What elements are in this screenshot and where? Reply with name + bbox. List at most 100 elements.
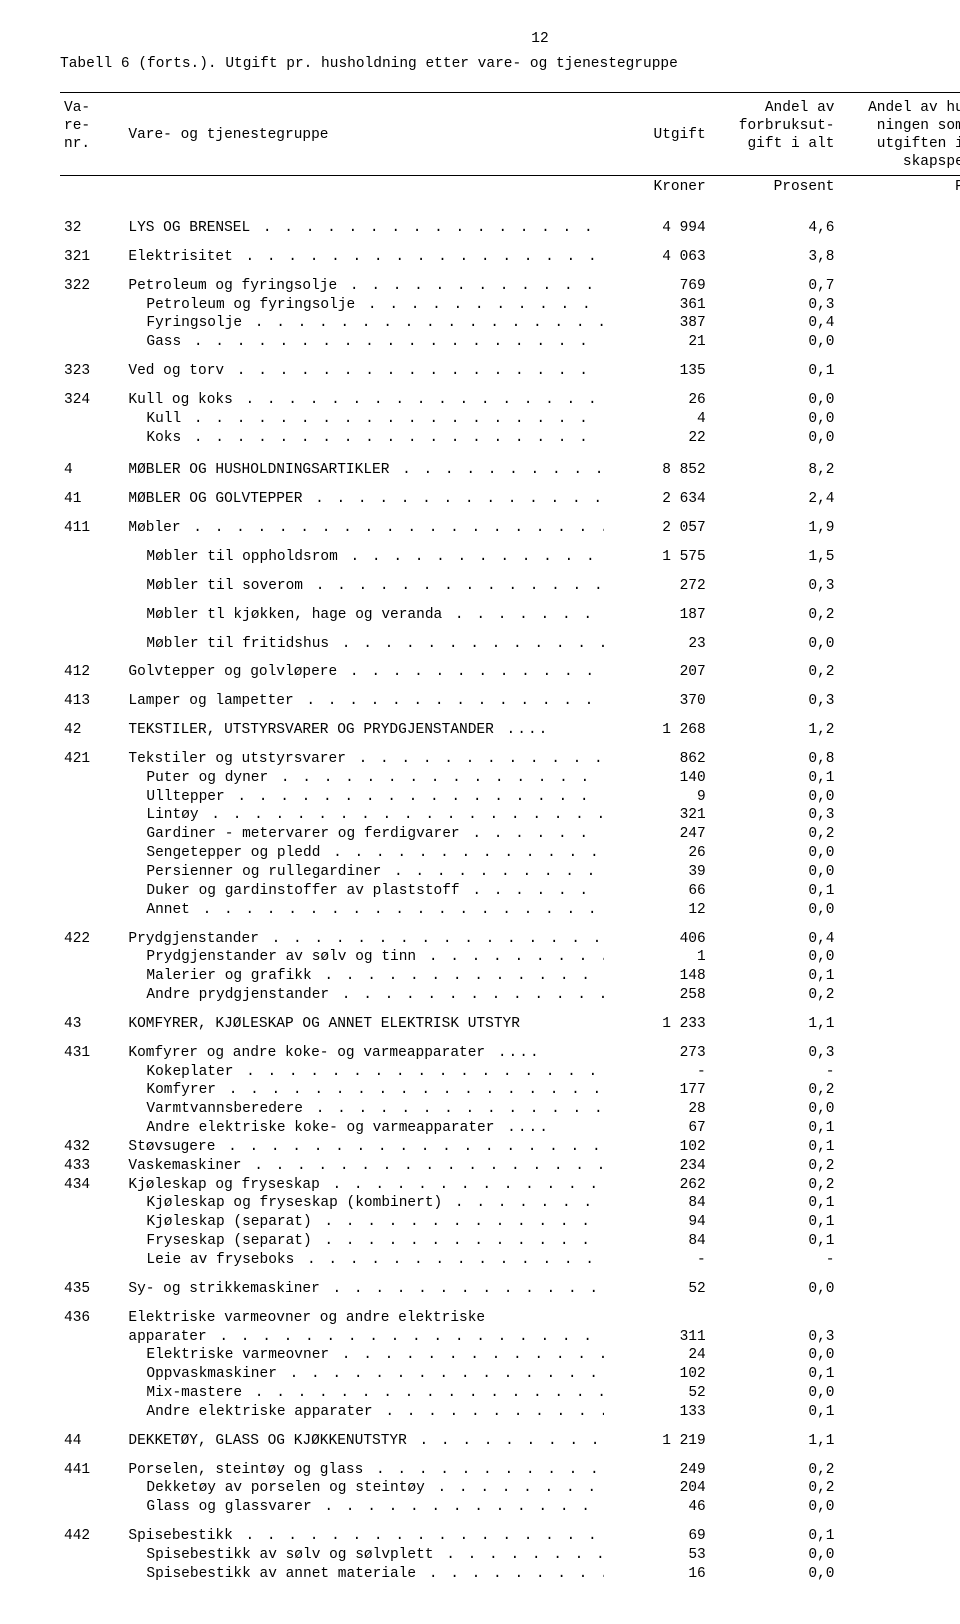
row-andel-hush: 41,7	[838, 509, 960, 538]
row-andel-forbruk: 2,4	[710, 480, 839, 509]
row-andel-forbruk: 0,2	[710, 653, 839, 682]
row-label: Oppvaskmaskiner . . . . . . . . . . . . …	[124, 1365, 604, 1384]
row-andel-hush: 6,1	[838, 967, 960, 986]
row-label: Spisebestikk . . . . . . . . . . . . . .…	[124, 1517, 604, 1546]
row-nr	[60, 1565, 124, 1584]
row-utgift: 2 634	[604, 480, 709, 509]
row-andel-hush: 98,1	[838, 447, 960, 480]
row-nr: 413	[60, 682, 124, 711]
row-andel-hush: 3,4	[838, 1479, 960, 1498]
table-row: Oppvaskmaskiner . . . . . . . . . . . . …	[60, 1365, 960, 1384]
table-row: Duker og gardinstoffer av plaststoff . .…	[60, 882, 960, 901]
row-utgift: 207	[604, 653, 709, 682]
row-nr	[60, 1346, 124, 1365]
row-nr	[60, 333, 124, 352]
row-nr	[60, 538, 124, 567]
row-andel-hush: 2,5	[838, 769, 960, 788]
row-utgift: 23	[604, 625, 709, 654]
row-utgift: 406	[604, 920, 709, 949]
table-row: Dekketøy av porselen og steintøy . . . .…	[60, 1479, 960, 1498]
row-andel-forbruk: 0,1	[710, 1365, 839, 1384]
row-utgift: 1 233	[604, 1005, 709, 1034]
row-utgift: 67	[604, 1119, 709, 1138]
row-andel-hush: 5,6	[838, 1081, 960, 1100]
row-andel-forbruk: 0,0	[710, 948, 839, 967]
row-label: MØBLER OG GOLVTEPPER . . . . . . . . . .…	[124, 480, 604, 509]
row-andel-forbruk: 0,3	[710, 567, 839, 596]
table-row: Kokeplater . . . . . . . . . . . . . . .…	[60, 1063, 960, 1082]
row-nr	[60, 1119, 124, 1138]
row-utgift: 1 575	[604, 538, 709, 567]
row-andel-hush: 2,6	[838, 1194, 960, 1213]
row-nr	[60, 882, 124, 901]
row-nr: 321	[60, 238, 124, 267]
table-row: Komfyrer . . . . . . . . . . . . . . . .…	[60, 1081, 960, 1100]
table-row: Møbler til oppholdsrom . . . . . . . . .…	[60, 538, 960, 567]
row-utgift: 94	[604, 1213, 709, 1232]
row-andel-forbruk: 0,0	[710, 1270, 839, 1299]
row-nr: 434	[60, 1176, 124, 1195]
row-andel-hush: 6,5	[838, 1451, 960, 1480]
row-nr	[60, 901, 124, 920]
row-label: Puter og dyner . . . . . . . . . . . . .…	[124, 769, 604, 788]
row-utgift: 262	[604, 1176, 709, 1195]
row-nr	[60, 1251, 124, 1270]
row-andel-hush: 8,6	[838, 806, 960, 825]
table-row: 431Komfyrer og andre koke- og varmeappar…	[60, 1034, 960, 1063]
table-header: Va- re- nr. Vare- og tjenestegruppe Utgi…	[60, 93, 960, 176]
row-utgift: 28	[604, 1100, 709, 1119]
table-row: Petroleum og fyringsolje . . . . . . . .…	[60, 296, 960, 315]
row-nr	[60, 296, 124, 315]
page-number: 12	[60, 30, 960, 49]
row-utgift: 22	[604, 429, 709, 448]
row-andel-hush: 10,7	[838, 1176, 960, 1195]
row-label: Komfyrer og andre koke- og varmeapparate…	[124, 1034, 604, 1063]
row-nr	[60, 1498, 124, 1517]
row-andel-hush: 2,6	[838, 1403, 960, 1422]
hdr-nr: Va- re- nr.	[60, 93, 124, 176]
table-row: 324Kull og koks . . . . . . . . . . . . …	[60, 381, 960, 410]
row-utgift: 4	[604, 410, 709, 429]
table-row: Møbler tl kjøkken, hage og veranda . . .…	[60, 596, 960, 625]
row-utgift: 1	[604, 948, 709, 967]
row-utgift: 2 057	[604, 509, 709, 538]
row-label: Golvtepper og golvløpere . . . . . . . .…	[124, 653, 604, 682]
row-utgift: 258	[604, 986, 709, 1005]
row-label: Støvsugere . . . . . . . . . . . . . . .…	[124, 1138, 604, 1157]
row-andel-hush: 15,3	[838, 352, 960, 381]
hdr-group: Vare- og tjenestegruppe	[124, 93, 604, 176]
row-label: KOMFYRER, KJØLESKAP OG ANNET ELEKTRISK U…	[124, 1005, 604, 1034]
row-andel-hush: 7,4	[838, 1138, 960, 1157]
row-andel-hush: 14,9	[838, 596, 960, 625]
row-utgift: 204	[604, 1479, 709, 1498]
row-andel-forbruk	[710, 1299, 839, 1328]
table-row: Glass og glassvarer . . . . . . . . . . …	[60, 1498, 960, 1517]
row-andel-hush: 14,7	[838, 1328, 960, 1347]
row-utgift: 12	[604, 901, 709, 920]
subhdr-kroner: Kroner	[604, 176, 709, 205]
table-row: 441Porselen, steintøy og glass . . . . .…	[60, 1451, 960, 1480]
row-label: Fryseskap (separat) . . . . . . . . . . …	[124, 1232, 604, 1251]
row-label: Møbler tl kjøkken, hage og veranda . . .…	[124, 596, 604, 625]
table-row: Kjøleskap og fryseskap (kombinert) . . .…	[60, 1194, 960, 1213]
row-andel-hush: 4,7	[838, 1384, 960, 1403]
row-andel-hush: 3,4	[838, 1498, 960, 1517]
row-andel-hush: 6,1	[838, 1034, 960, 1063]
row-nr: 421	[60, 740, 124, 769]
row-nr	[60, 1100, 124, 1119]
table-row: Annet . . . . . . . . . . . . . . . . . …	[60, 901, 960, 920]
row-utgift: 272	[604, 567, 709, 596]
row-label: Sengetepper og pledd . . . . . . . . . .…	[124, 844, 604, 863]
row-nr	[60, 825, 124, 844]
row-andel-forbruk: 0,2	[710, 986, 839, 1005]
row-nr	[60, 1063, 124, 1082]
table-row: 434Kjøleskap og fryseskap . . . . . . . …	[60, 1176, 960, 1195]
row-andel-hush: 6,9	[838, 1157, 960, 1176]
row-utgift: 234	[604, 1157, 709, 1176]
row-label: Glass og glassvarer . . . . . . . . . . …	[124, 1498, 604, 1517]
hdr-utgift: Utgift	[604, 93, 709, 176]
row-label: Varmtvannsberedere . . . . . . . . . . .…	[124, 1100, 604, 1119]
row-andel-forbruk: 0,3	[710, 1034, 839, 1063]
row-label: Møbler til oppholdsrom . . . . . . . . .…	[124, 538, 604, 567]
row-utgift: 9	[604, 788, 709, 807]
